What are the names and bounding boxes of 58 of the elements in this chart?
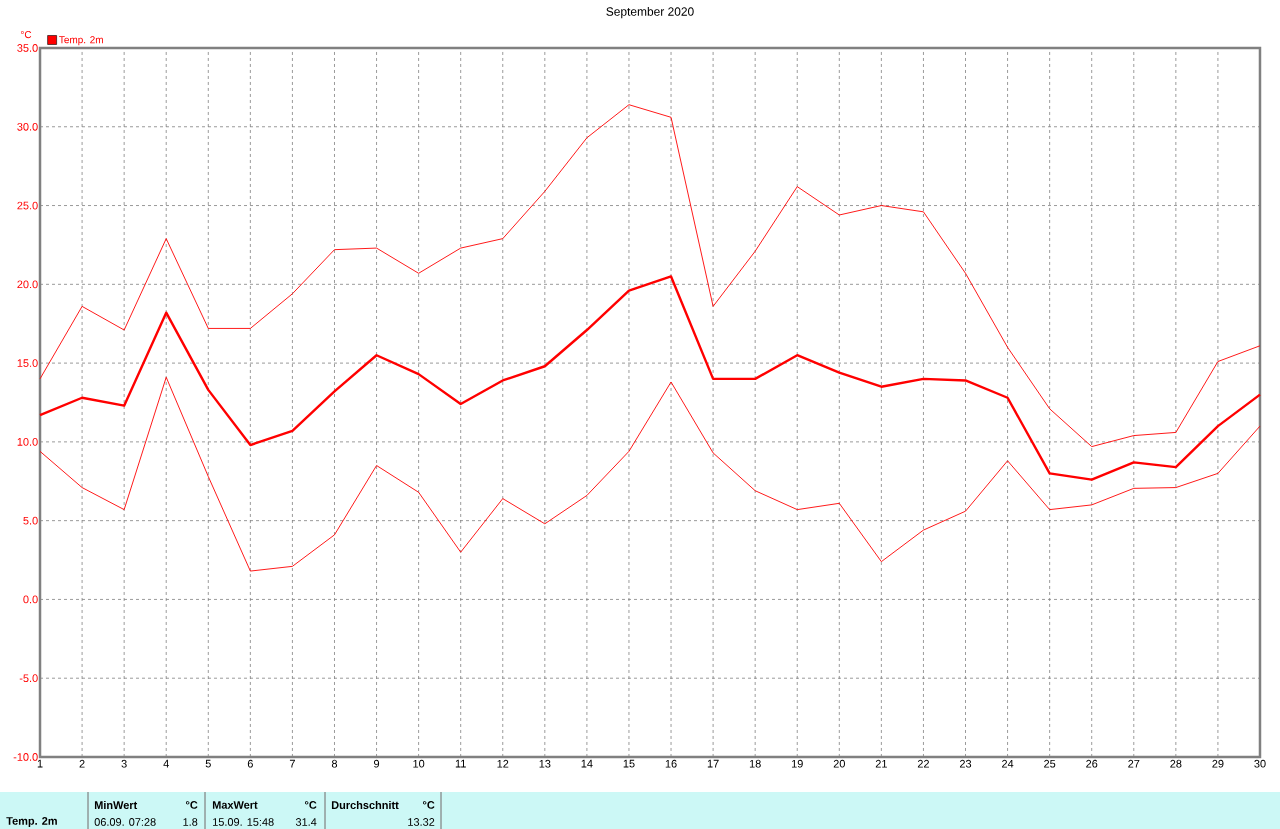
text: MinWert xyxy=(94,800,138,810)
y-tick-label: 15.0 xyxy=(17,359,38,367)
x-tick-label: 30 xyxy=(1254,759,1266,768)
text: 15.09. 15:48 xyxy=(213,818,274,826)
y-tick-label: 20.0 xyxy=(17,280,38,289)
text: 1.8 xyxy=(183,818,198,826)
x-tick-label: 27 xyxy=(1128,759,1140,768)
text: Durchschnitt xyxy=(331,800,399,810)
x-tick-label: 14 xyxy=(581,759,593,768)
y-tick-label: -10.0 xyxy=(13,753,38,761)
x-tick-label: 18 xyxy=(749,759,761,768)
y-tick-label: 30.0 xyxy=(17,122,38,131)
line-series xyxy=(39,104,1261,448)
text: °C xyxy=(186,801,198,809)
x-tick-label: 28 xyxy=(1170,759,1182,768)
x-tick-label: 17 xyxy=(707,759,719,768)
x-tick-label: 21 xyxy=(875,759,887,768)
x-tick-label: 22 xyxy=(917,759,929,768)
x-tick-label: 19 xyxy=(791,759,803,768)
line-series xyxy=(38,275,1262,481)
y-tick-label: 0.0 xyxy=(23,595,38,604)
x-tick-label: 12 xyxy=(497,759,509,768)
x-tick-label: 13 xyxy=(539,759,551,768)
x-tick-label: 11 xyxy=(455,759,466,768)
y-tick-label: 10.0 xyxy=(17,438,38,446)
x-tick-label: 6 xyxy=(247,759,253,768)
text: Temp. 2m xyxy=(6,817,57,827)
y-tick-label: 5.0 xyxy=(23,516,38,525)
x-tick-label: 5 xyxy=(205,759,211,768)
text: 06.09. 07:28 xyxy=(94,818,156,826)
x-tick-label: 15 xyxy=(623,759,635,768)
text: °C xyxy=(423,801,435,809)
x-tick-label: 1 xyxy=(37,759,43,768)
text: °C xyxy=(305,801,317,809)
x-tick-label: 20 xyxy=(833,759,845,768)
x-tick-label: 25 xyxy=(1044,759,1056,768)
x-tick-label: 29 xyxy=(1212,759,1224,768)
x-tick-label: 24 xyxy=(1002,759,1014,768)
y-axis-title: °C xyxy=(21,31,32,39)
chart-title: September 2020 xyxy=(606,7,694,19)
legend-label: Temp. 2m xyxy=(59,36,103,46)
x-tick-label: 23 xyxy=(959,759,972,768)
text: MaxWert xyxy=(212,801,258,809)
x-tick-label: 3 xyxy=(121,759,127,768)
y-tick-label: 25.0 xyxy=(17,201,38,210)
x-tick-label: 4 xyxy=(163,759,169,768)
x-tick-label: 2 xyxy=(79,759,85,768)
x-tick-label: 7 xyxy=(289,759,295,768)
text: 13.32 xyxy=(408,818,435,826)
y-tick-label: 35.0 xyxy=(17,44,38,52)
x-tick-label: 8 xyxy=(331,759,338,768)
x-tick-label: 9 xyxy=(374,759,380,768)
line-series xyxy=(39,376,1261,572)
text: 31.4 xyxy=(295,818,317,826)
x-tick-label: 10 xyxy=(413,759,425,768)
x-tick-label: 16 xyxy=(665,759,677,768)
y-tick-label: -5.0 xyxy=(19,674,38,683)
x-tick-label: 26 xyxy=(1086,759,1098,768)
